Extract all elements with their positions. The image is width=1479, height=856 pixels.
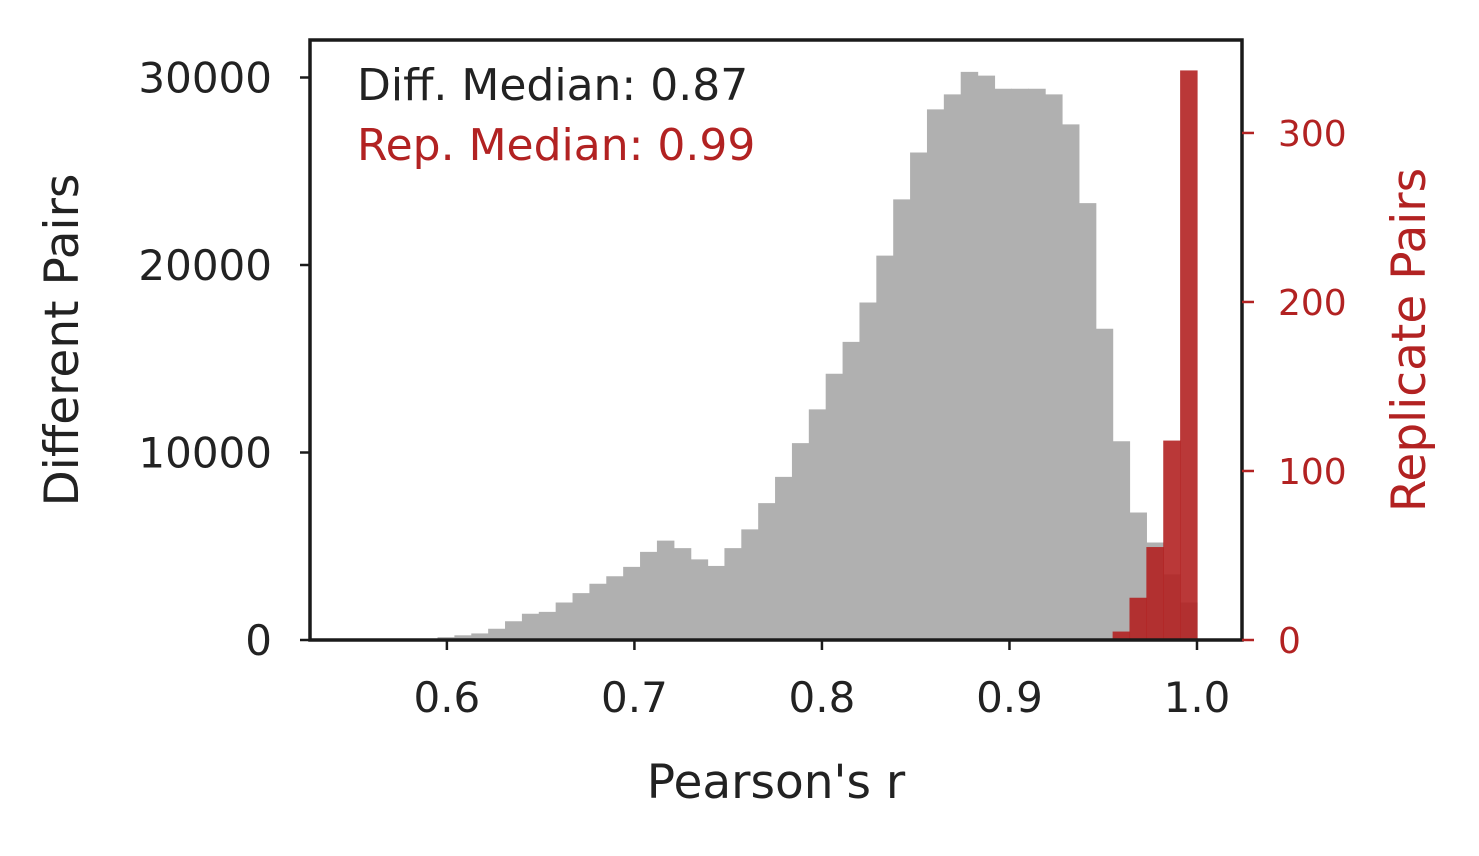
y-right-tick-label-0: 0 xyxy=(1278,621,1301,662)
different-pairs-bar-9 xyxy=(555,602,574,640)
different-pairs-bar-28 xyxy=(876,255,894,640)
different-pairs-bar-10 xyxy=(572,593,591,640)
different-pairs-bar-4 xyxy=(471,633,489,640)
different-pairs-bar-16 xyxy=(673,548,692,640)
different-pairs-bar-29 xyxy=(893,199,911,640)
y-left-tick-label-2: 20000 xyxy=(138,241,272,290)
different-pairs-bar-11 xyxy=(589,583,607,640)
replicate-pairs-bars xyxy=(1112,70,1198,640)
y-left-tick-label-3: 30000 xyxy=(138,54,272,103)
y-axis-label-left: Different Pairs xyxy=(35,174,90,507)
different-pairs-bar-36 xyxy=(1011,88,1029,640)
different-pairs-bar-32 xyxy=(943,94,962,640)
replicate-pairs-bar-0 xyxy=(1112,631,1131,640)
different-pairs-bar-20 xyxy=(741,529,759,640)
y-right-tick-label-3: 300 xyxy=(1278,114,1347,155)
y-right-tick-label-2: 200 xyxy=(1278,283,1347,324)
replicate-pairs-bar-1 xyxy=(1129,597,1147,640)
different-pairs-bar-37 xyxy=(1028,88,1046,640)
different-pairs-bars xyxy=(403,71,1198,640)
axes: 0.6 0.7 0.8 0.9 1.0 0 10000 20000 30000 0 100 200 30… xyxy=(138,54,1346,723)
different-pairs-bar-42 xyxy=(1112,441,1131,640)
plot-frame xyxy=(308,38,1244,642)
replicate-pairs-bar-4 xyxy=(1180,70,1198,640)
different-pairs-bar-40 xyxy=(1078,203,1097,640)
y-left-tick-label-0: 0 xyxy=(245,616,272,665)
different-pairs-bar-23 xyxy=(791,443,810,640)
different-pairs-bar-34 xyxy=(977,75,996,640)
x-tick-label-1: 0.7 xyxy=(601,673,668,722)
different-pairs-bar-22 xyxy=(775,476,793,640)
x-tick-label-3: 0.9 xyxy=(976,673,1043,722)
different-pairs-bar-5 xyxy=(488,628,506,640)
different-pairs-bar-14 xyxy=(640,551,658,640)
x-axis-label: Pearson's r xyxy=(647,755,906,810)
different-pairs-bar-6 xyxy=(505,621,523,640)
different-pairs-bar-3 xyxy=(454,635,472,640)
different-pairs-bar-31 xyxy=(926,109,945,640)
replicate-pairs-bar-2 xyxy=(1146,547,1164,640)
different-pairs-bar-18 xyxy=(707,565,726,640)
x-tick-label-2: 0.8 xyxy=(789,673,856,722)
different-pairs-bar-38 xyxy=(1045,94,1063,640)
x-tick-label-0: 0.6 xyxy=(413,673,480,722)
annotation-diff-median: Diff. Median: 0.87 xyxy=(357,60,748,111)
different-pairs-bar-30 xyxy=(910,152,928,640)
different-pairs-bar-24 xyxy=(808,409,827,640)
different-pairs-bar-21 xyxy=(758,503,776,640)
different-pairs-bar-17 xyxy=(690,559,709,640)
different-pairs-bar-8 xyxy=(538,611,557,640)
different-pairs-bar-39 xyxy=(1061,124,1080,640)
different-pairs-bar-12 xyxy=(606,576,624,640)
y-axis-label-right: Replicate Pairs xyxy=(1382,168,1437,512)
different-pairs-bar-35 xyxy=(994,88,1012,640)
annotation-rep-median: Rep. Median: 0.99 xyxy=(357,120,755,171)
different-pairs-bar-7 xyxy=(521,613,540,640)
different-pairs-bar-27 xyxy=(859,302,877,640)
different-pairs-bar-25 xyxy=(825,373,844,640)
different-pairs-bar-13 xyxy=(623,566,641,640)
different-pairs-bar-19 xyxy=(724,548,742,640)
different-pairs-bar-15 xyxy=(656,540,675,640)
x-tick-label-4: 1.0 xyxy=(1164,673,1231,722)
y-right-tick-label-1: 100 xyxy=(1278,452,1347,493)
y-left-tick-label-1: 10000 xyxy=(138,429,272,478)
replicate-pairs-bar-3 xyxy=(1163,440,1181,640)
different-pairs-bar-33 xyxy=(960,71,979,640)
different-pairs-bar-41 xyxy=(1095,328,1114,640)
different-pairs-bar-26 xyxy=(842,341,861,640)
